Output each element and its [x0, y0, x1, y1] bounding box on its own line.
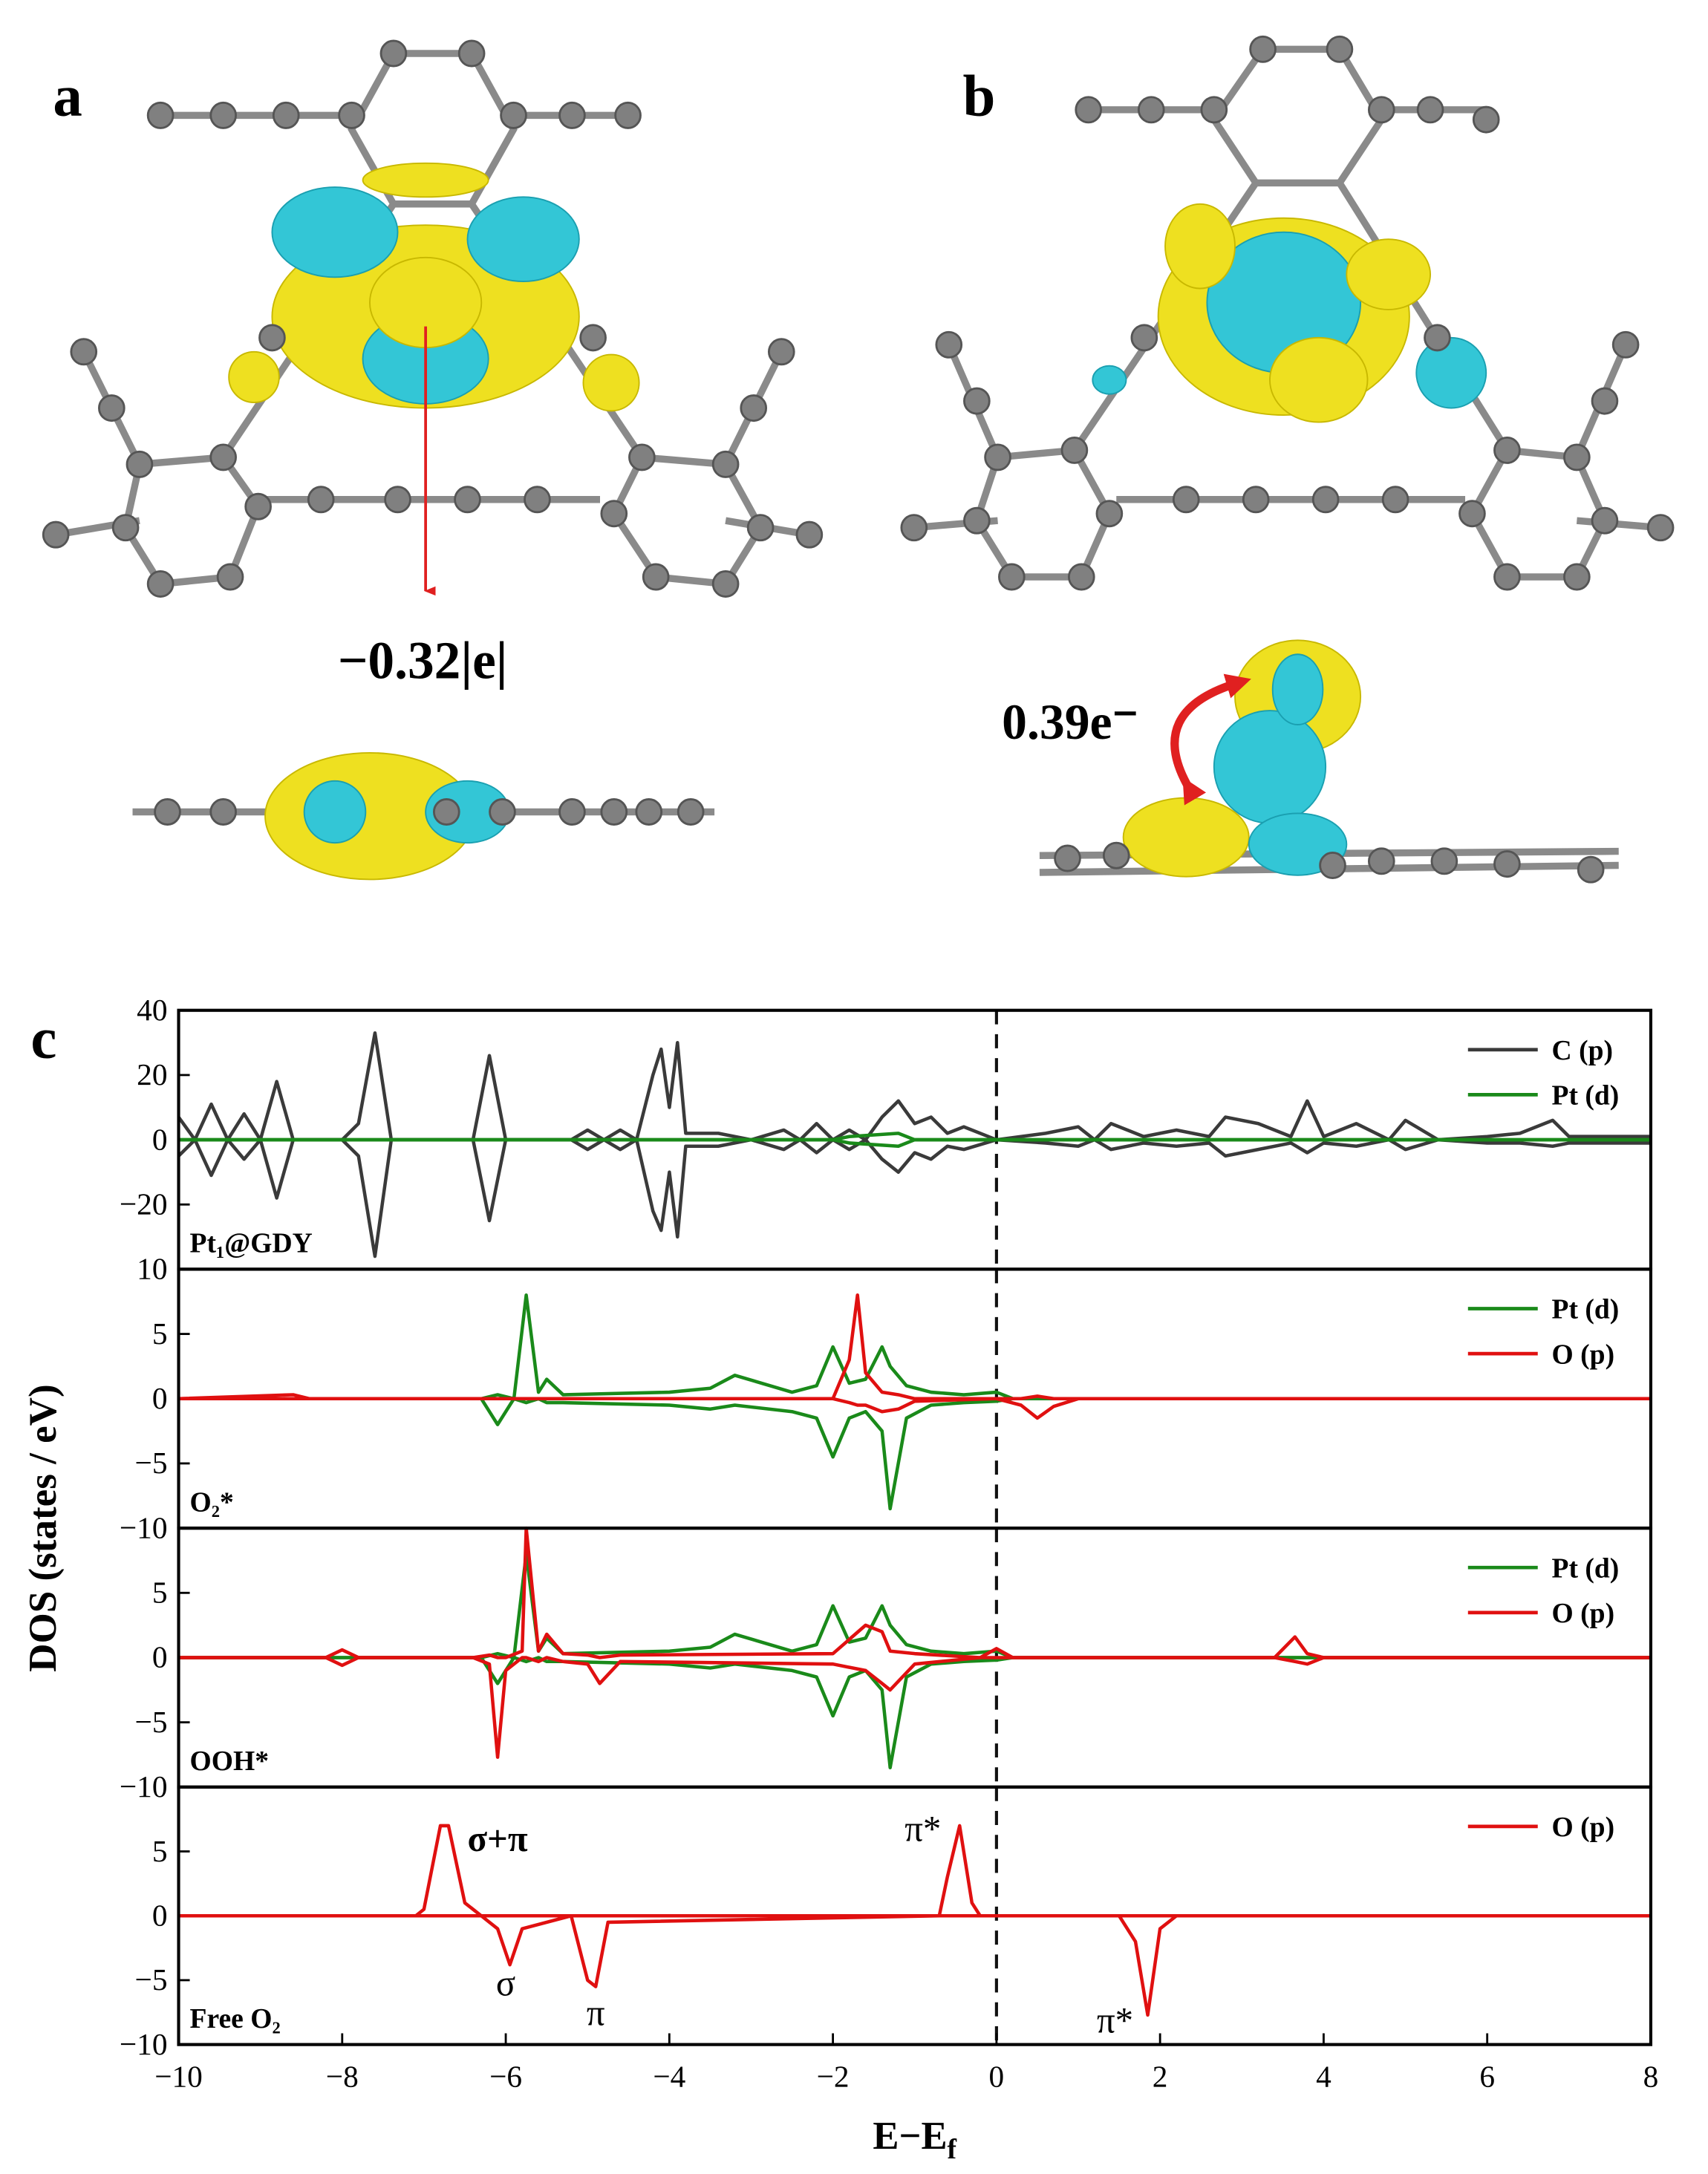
y-tick-label: −5	[135, 1446, 168, 1480]
y-tick-label: 0	[152, 1640, 168, 1674]
panel-name: OOH*	[190, 1746, 269, 1777]
legend-label: Pt (d)	[1552, 1553, 1620, 1584]
x-axis-label-sub: f	[948, 2134, 957, 2165]
structure-b	[900, 35, 1675, 884]
dos-line	[178, 1137, 1651, 1149]
y-tick-label: 0	[152, 1381, 168, 1415]
x-tick-label: 6	[1479, 2059, 1495, 2093]
legend-label: Pt (d)	[1552, 1080, 1620, 1112]
y-tick-label: 5	[152, 1316, 168, 1351]
legend-label: C (p)	[1552, 1035, 1613, 1066]
legend-label: O (p)	[1552, 1812, 1615, 1843]
y-axis-label: DOS (states / eV)	[22, 1384, 65, 1672]
x-tick-label: −10	[154, 2059, 203, 2093]
panel-name: Free O₂	[190, 2003, 281, 2034]
panel-label: b	[963, 63, 996, 128]
y-tick-label: −10	[120, 2027, 168, 2061]
dos-line	[178, 1656, 1651, 1769]
x-tick-label: 4	[1316, 2059, 1331, 2093]
dos-line	[178, 1397, 1651, 1511]
charge-label: −0.32|e|	[338, 630, 508, 690]
x-tick-label: −4	[653, 2059, 685, 2093]
y-tick-label: 5	[152, 1834, 168, 1868]
y-tick-label: −20	[120, 1186, 168, 1221]
y-tick-label: 40	[137, 993, 167, 1027]
charge-label: 0.39e⁻	[1002, 693, 1138, 750]
dos-line	[178, 1552, 1651, 1659]
x-tick-label: −8	[326, 2059, 359, 2093]
y-tick-label: 0	[152, 1122, 168, 1156]
peak-label: π*	[1097, 2000, 1133, 2041]
peak-label: σ+π	[467, 1818, 527, 1859]
dos-line	[178, 1824, 1651, 1918]
y-tick-label: 20	[137, 1057, 167, 1091]
peak-label: σ	[496, 1962, 515, 2003]
dos-line	[178, 1397, 1651, 1420]
y-tick-label: 0	[152, 1898, 168, 1932]
y-tick-label: −5	[135, 1962, 168, 1997]
x-tick-label: 8	[1643, 2059, 1659, 2093]
legend-label: O (p)	[1552, 1339, 1615, 1370]
legend-label: Pt (d)	[1552, 1294, 1620, 1325]
panel-label: a	[53, 63, 82, 128]
dos-line	[178, 1293, 1651, 1401]
y-tick-label: −5	[135, 1705, 168, 1739]
dos-line	[178, 1293, 1651, 1401]
legend-label: O (p)	[1552, 1598, 1615, 1629]
dos-line	[178, 1656, 1651, 1759]
x-tick-label: 2	[1153, 2059, 1168, 2093]
x-axis-label-main: E−E	[873, 2115, 947, 2158]
structure-a	[42, 39, 824, 881]
x-tick-label: 0	[989, 2059, 1005, 2093]
x-tick-label: −6	[489, 2059, 522, 2093]
dos-line	[177, 1031, 1651, 1142]
y-tick-label: 10	[137, 1252, 167, 1286]
y-tick-label: −10	[120, 1769, 168, 1803]
dos-line	[178, 1913, 1651, 2017]
dos-line	[178, 1526, 1651, 1659]
y-tick-label: −10	[120, 1510, 168, 1544]
panel-label: c	[30, 1006, 56, 1071]
panel-name: O₂*	[190, 1486, 234, 1518]
peak-label: π*	[904, 1808, 941, 1849]
dos-line	[177, 1137, 1651, 1259]
plot-frame	[177, 1785, 1653, 2046]
x-axis-label: E−Ef	[873, 2115, 956, 2165]
y-tick-label: 5	[152, 1575, 168, 1609]
x-tick-label: −2	[817, 2059, 850, 2093]
peak-label: π	[587, 1992, 605, 2033]
panel-name: Pt₁@GDY	[190, 1228, 313, 1259]
